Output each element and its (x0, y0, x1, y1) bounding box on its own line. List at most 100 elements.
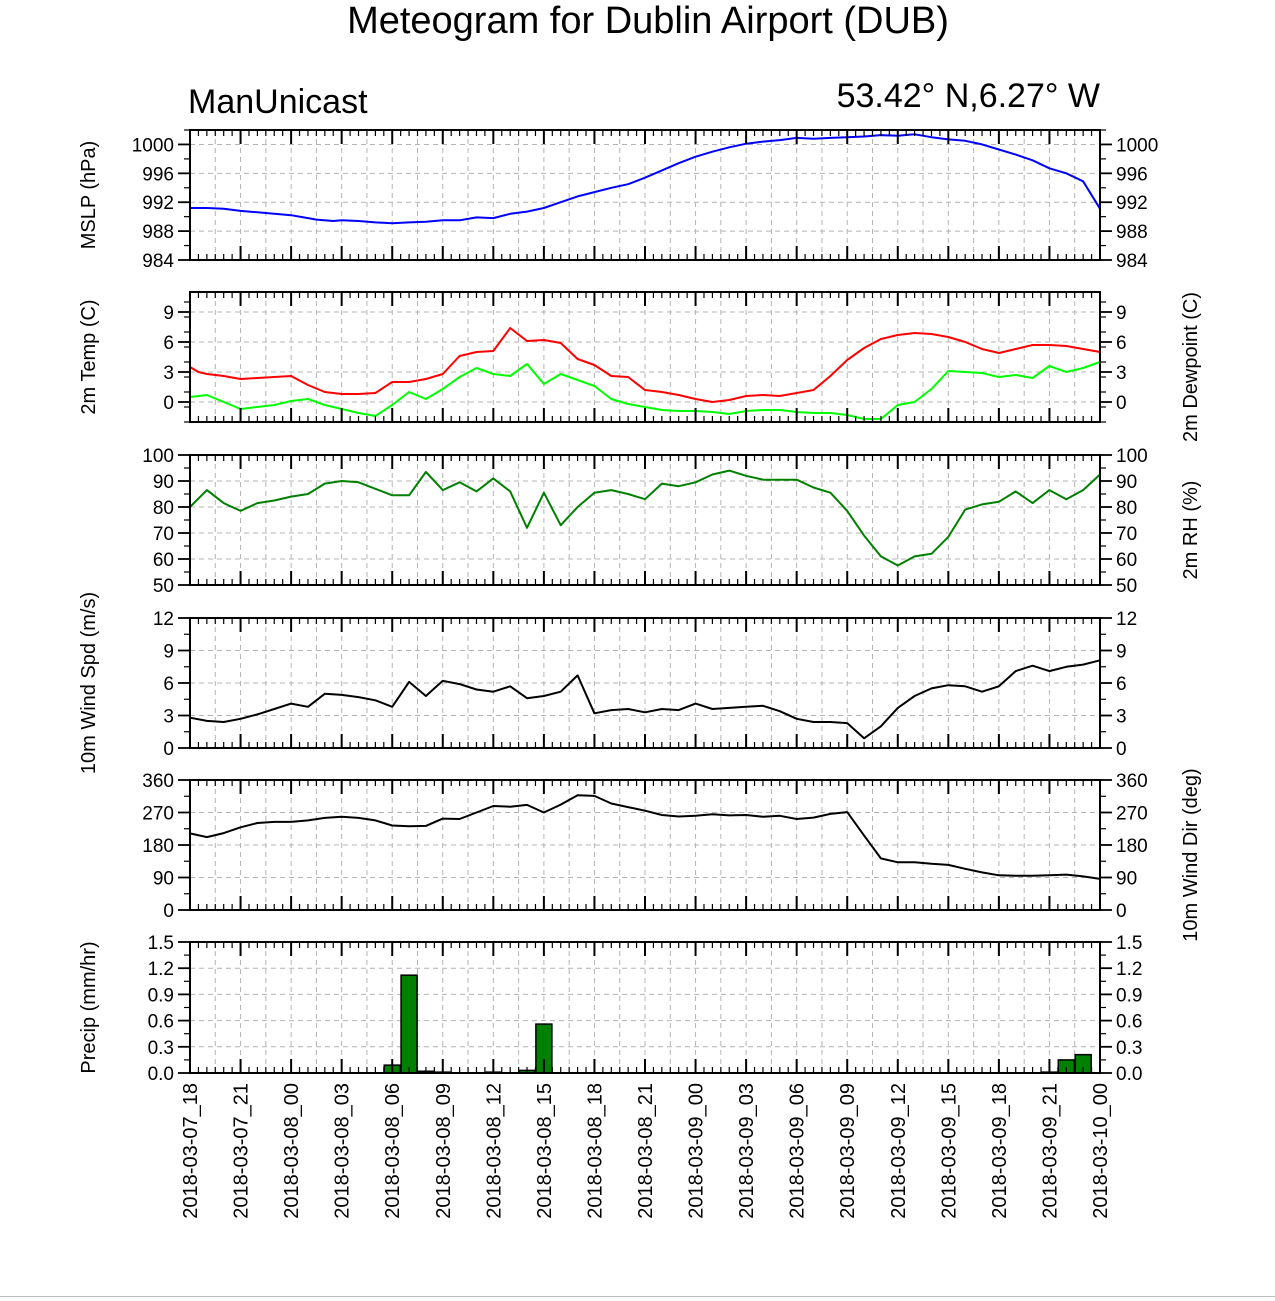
y-tick-label-right: 70 (1116, 524, 1137, 545)
x-tick-label: 2018-03-09_09 (837, 1083, 859, 1219)
y-tick-label-right: 1000 (1116, 135, 1158, 156)
y-tick-label-left: 3 (163, 363, 174, 384)
y-tick-label-right: 90 (1116, 869, 1137, 890)
x-tick-label: 2018-03-08_09 (433, 1083, 455, 1219)
x-tick-label: 2018-03-09_15 (938, 1083, 960, 1219)
panel-precip: 0.0 0.0 0.3 0.3 0.6 0.6 0.9 0.9 1.2 1.2 1.5 1.5 Prec… (78, 933, 1142, 1085)
model-label: ManUnicast (188, 83, 368, 121)
y-tick-label-left: 100 (142, 446, 174, 467)
y-tick-label-right: 3 (1116, 707, 1127, 728)
y-tick-label-left: 0.3 (148, 1038, 174, 1059)
panel-temp: 0 0 3 3 6 6 9 9 2m Temp (C) 2m Dewpoint (C) (78, 291, 1202, 442)
y-tick-label-right: 180 (1116, 836, 1148, 857)
y-axis-title-left: 10m Wind Spd (m/s) (78, 592, 100, 774)
series-line-mslp (190, 133, 1101, 225)
y-tick-label-right: 0.9 (1116, 985, 1142, 1006)
series-line-wind_speed (189, 659, 1101, 740)
y-tick-label-left: 12 (153, 609, 174, 630)
x-tick-label: 2018-03-08_12 (483, 1083, 505, 1219)
x-tick-label: 2018-03-08_06 (382, 1083, 404, 1219)
x-tick-label: 2018-03-09_03 (736, 1083, 758, 1219)
y-tick-label-right: 1.5 (1116, 933, 1142, 954)
y-tick-label-left: 996 (142, 164, 174, 185)
y-tick-label-left: 90 (153, 472, 174, 493)
y-tick-label-right: 3 (1116, 363, 1127, 384)
x-tick-label: 2018-03-09_21 (1039, 1083, 1061, 1219)
precip-bar (400, 974, 418, 1074)
y-tick-label-left: 6 (163, 674, 174, 695)
y-tick-label-left: 0.0 (148, 1064, 174, 1085)
y-tick-label-right: 270 (1116, 804, 1148, 825)
series-line-temp (189, 327, 1101, 403)
x-axis: 2018-03-07_18 2018-03-07_21 2018-03-08_00 2… (180, 1083, 1112, 1219)
y-tick-label-left: 60 (153, 550, 174, 571)
y-tick-label-right: 50 (1116, 576, 1137, 597)
x-tick-label: 2018-03-08_18 (584, 1083, 606, 1219)
x-tick-label: 2018-03-09_06 (787, 1083, 809, 1219)
y-tick-label-left: 0 (163, 393, 174, 414)
y-tick-label-left: 0.9 (148, 985, 174, 1006)
y-tick-label-right: 12 (1116, 609, 1137, 630)
y-tick-label-right: 1.2 (1116, 959, 1142, 980)
location-label: 53.42° N,6.27° W (837, 77, 1100, 115)
y-axis-title-left: 2m Temp (C) (78, 299, 100, 414)
x-tick-label: 2018-03-09_00 (686, 1083, 708, 1219)
y-tick-label-right: 60 (1116, 550, 1137, 571)
y-tick-label-left: 6 (163, 333, 174, 354)
y-tick-label-right: 100 (1116, 446, 1148, 467)
y-tick-label-right: 984 (1116, 251, 1148, 272)
x-tick-label: 2018-03-08_00 (281, 1083, 303, 1219)
y-tick-label-left: 3 (163, 707, 174, 728)
y-tick-label-left: 0 (163, 901, 174, 922)
y-axis-title-right: 2m Dewpoint (C) (1180, 292, 1202, 442)
y-tick-label-left: 0.6 (148, 1012, 174, 1033)
y-tick-label-right: 80 (1116, 498, 1137, 519)
panel-wind_speed: 0 0 3 3 6 6 9 9 12 12 10m Wind Spd (m/s) (78, 592, 1137, 774)
y-tick-label-right: 6 (1116, 674, 1127, 695)
y-tick-label-left: 270 (142, 804, 174, 825)
y-tick-label-right: 988 (1116, 222, 1148, 243)
y-tick-label-right: 992 (1116, 193, 1148, 214)
y-axis-title-right: 10m Wind Dir (deg) (1180, 768, 1202, 941)
y-tick-label-right: 0 (1116, 901, 1127, 922)
panel-mslp: 984 984 988 988 992 992 996 996 1000 1000 MSLP (hP… (78, 129, 1158, 272)
y-tick-label-left: 80 (153, 498, 174, 519)
x-tick-label: 2018-03-07_21 (231, 1083, 253, 1219)
y-axis-title-left: Precip (mm/hr) (78, 941, 100, 1073)
x-tick-label: 2018-03-08_21 (635, 1083, 657, 1219)
y-tick-label-left: 90 (153, 869, 174, 890)
y-tick-label-right: 0.6 (1116, 1012, 1142, 1033)
y-tick-label-left: 180 (142, 836, 174, 857)
x-tick-label: 2018-03-09_18 (989, 1083, 1011, 1219)
y-tick-label-left: 988 (142, 222, 174, 243)
y-tick-label-left: 984 (142, 251, 174, 272)
y-tick-label-left: 1.5 (148, 933, 174, 954)
series-line-rh (189, 469, 1101, 567)
x-tick-label: 2018-03-10_00 (1090, 1083, 1112, 1219)
y-tick-label-left: 992 (142, 193, 174, 214)
x-tick-label: 2018-03-08_03 (332, 1083, 354, 1219)
bottom-divider (0, 1296, 1275, 1297)
chart-title: Meteogram for Dublin Airport (DUB) (347, 0, 949, 42)
y-tick-label-right: 6 (1116, 333, 1127, 354)
y-axis-title-right: 2m RH (%) (1180, 481, 1202, 580)
series-line-wind_dir (189, 794, 1101, 880)
y-tick-label-left: 1.2 (148, 959, 174, 980)
y-tick-label-left: 50 (153, 576, 174, 597)
y-tick-label-right: 9 (1116, 642, 1127, 663)
y-tick-label-right: 0 (1116, 739, 1127, 760)
y-tick-label-left: 1000 (132, 135, 174, 156)
y-tick-label-right: 90 (1116, 472, 1137, 493)
y-tick-label-left: 9 (163, 303, 174, 324)
y-tick-label-left: 9 (163, 642, 174, 663)
y-tick-label-right: 0 (1116, 393, 1127, 414)
panel-wind_dir: 0 0 90 90 180 180 270 270 360 360 10m Wind Dir (de… (142, 768, 1202, 941)
y-tick-label-left: 70 (153, 524, 174, 545)
panel-rh: 50 50 60 60 70 70 80 80 90 90 100 100 2m RH (%) (142, 446, 1202, 597)
x-tick-label: 2018-03-07_18 (180, 1083, 202, 1219)
y-tick-label-right: 360 (1116, 771, 1148, 792)
x-tick-label: 2018-03-08_15 (534, 1083, 556, 1219)
